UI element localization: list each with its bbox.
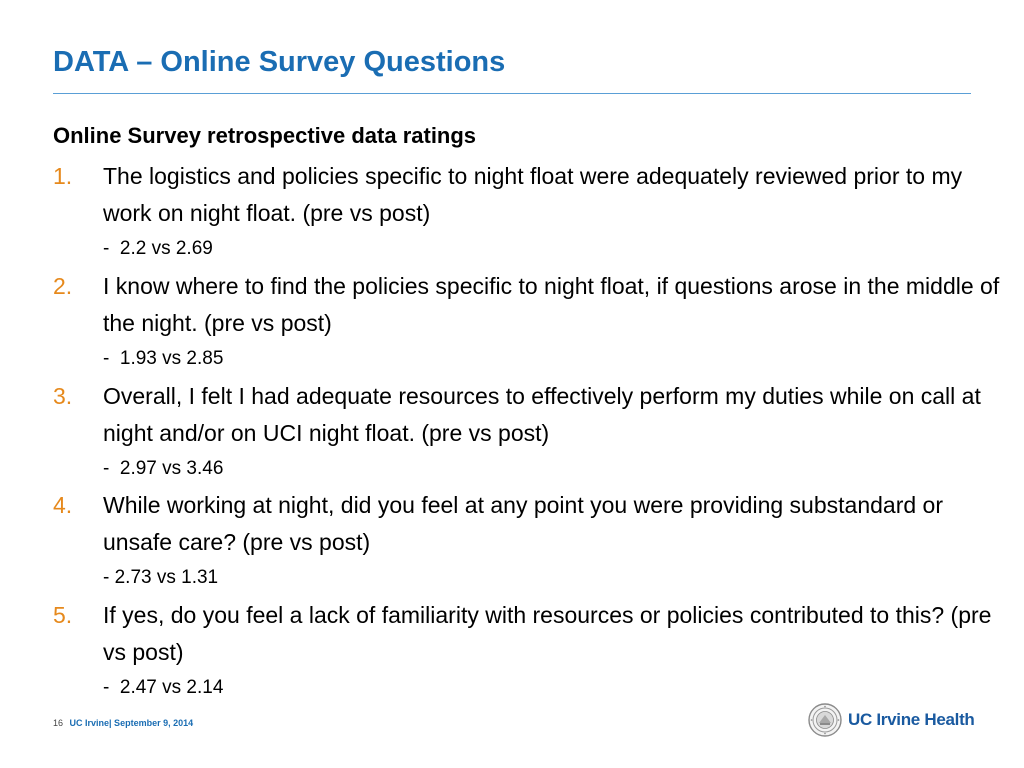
item-question: If yes, do you feel a lack of familiarit… xyxy=(103,602,992,665)
university-seal-icon xyxy=(808,703,842,737)
slide-title: DATA – Online Survey Questions xyxy=(53,46,506,78)
item-number: 5. xyxy=(53,602,73,628)
logo-text: UC Irvine Health xyxy=(848,710,975,729)
footer-text: UC Irvine| September 9, 2014 xyxy=(69,718,194,728)
item-question: I know where to find the policies specif… xyxy=(103,273,1000,336)
item-question: Overall, I felt I had adequate resources… xyxy=(103,383,981,446)
item-result: - 2.97 vs 3.46 xyxy=(103,458,224,479)
uc-irvine-health-logo: UC Irvine Health xyxy=(808,702,975,738)
item-result: - 2.47 vs 2.14 xyxy=(103,677,224,698)
section-heading: Online Survey retrospective data ratings xyxy=(53,123,477,148)
item-question: The logistics and policies specific to n… xyxy=(103,163,963,226)
page-number: 16 xyxy=(53,718,64,728)
title-divider xyxy=(53,93,971,94)
item-result: - 2.2 vs 2.69 xyxy=(103,238,213,259)
item-number: 3. xyxy=(53,383,73,409)
item-result: - 2.73 vs 1.31 xyxy=(103,567,219,588)
slide-footer: 16 UC Irvine| September 9, 2014 xyxy=(53,718,193,728)
item-question: While working at night, did you feel at … xyxy=(103,492,943,555)
item-number: 2. xyxy=(53,273,73,299)
item-number: 1. xyxy=(53,163,73,189)
item-result: - 1.93 vs 2.85 xyxy=(103,348,224,369)
item-number: 4. xyxy=(53,492,73,518)
